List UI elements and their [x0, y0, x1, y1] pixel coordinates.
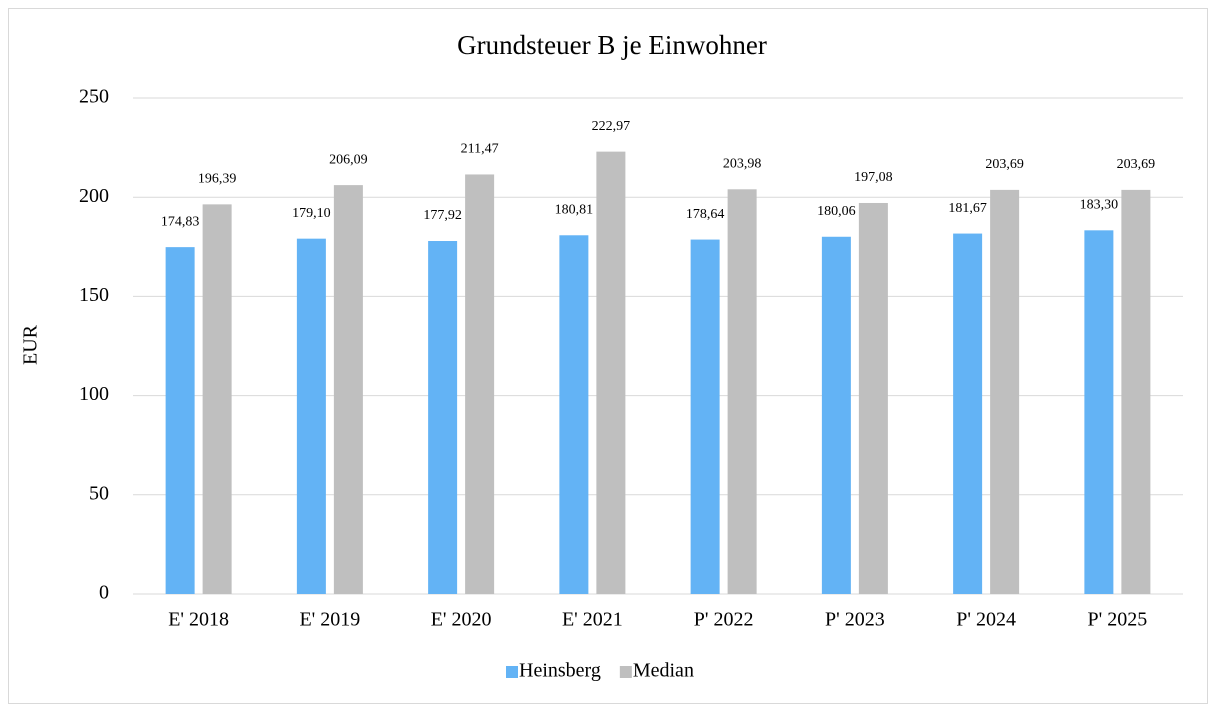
y-tick-label: 0 — [99, 582, 109, 604]
y-axis-title: EUR — [20, 324, 42, 365]
y-tick-label: 100 — [79, 383, 109, 405]
bar — [333, 185, 363, 595]
value-label: 203,69 — [985, 157, 1024, 172]
value-label: 206,09 — [329, 152, 368, 167]
bar — [596, 151, 626, 595]
value-label: 203,69 — [1117, 157, 1156, 172]
value-label: 180,06 — [817, 204, 856, 219]
x-tick-label: E' 2021 — [562, 609, 623, 631]
bar — [990, 189, 1020, 595]
bar — [690, 239, 720, 594]
value-label: 178,64 — [686, 207, 725, 222]
x-tick-label: P' 2023 — [825, 609, 885, 631]
x-tick-label: P' 2024 — [956, 609, 1016, 631]
value-label: 180,81 — [555, 202, 594, 217]
legend-label: Median — [633, 660, 694, 682]
x-tick-label: P' 2025 — [1088, 609, 1148, 631]
value-label: 197,08 — [854, 170, 893, 185]
value-label: 179,10 — [292, 206, 331, 221]
legend-swatch — [619, 666, 632, 678]
bar — [953, 233, 983, 595]
bar — [821, 236, 851, 594]
value-label: 183,30 — [1080, 198, 1119, 213]
y-tick-label: 50 — [89, 482, 109, 504]
bar — [727, 189, 757, 594]
bar — [202, 204, 232, 594]
bar — [465, 174, 495, 594]
chart-title: Grundsteuer B je Einwohner — [457, 30, 767, 60]
value-label: 177,92 — [423, 208, 462, 223]
legend-label: Heinsberg — [519, 660, 601, 682]
x-tick-label: E' 2018 — [168, 609, 229, 631]
value-label: 203,98 — [723, 157, 762, 172]
x-tick-label: E' 2019 — [299, 609, 360, 631]
x-tick-label: P' 2022 — [694, 609, 754, 631]
value-label: 211,47 — [461, 142, 499, 157]
x-tick-label: E' 2020 — [431, 609, 492, 631]
bar — [1084, 230, 1114, 594]
bar — [428, 241, 458, 594]
y-tick-label: 150 — [79, 284, 109, 306]
value-label: 181,67 — [948, 201, 987, 216]
value-label: 222,97 — [592, 119, 631, 134]
value-label: 174,83 — [161, 214, 200, 229]
bar — [559, 235, 589, 595]
y-tick-label: 200 — [79, 185, 109, 207]
value-label: 196,39 — [198, 172, 237, 187]
legend-swatch — [506, 666, 518, 678]
bar — [296, 238, 326, 595]
bar — [1121, 189, 1151, 595]
bar — [858, 202, 888, 594]
bar — [165, 247, 195, 595]
y-tick-label: 250 — [79, 86, 109, 108]
